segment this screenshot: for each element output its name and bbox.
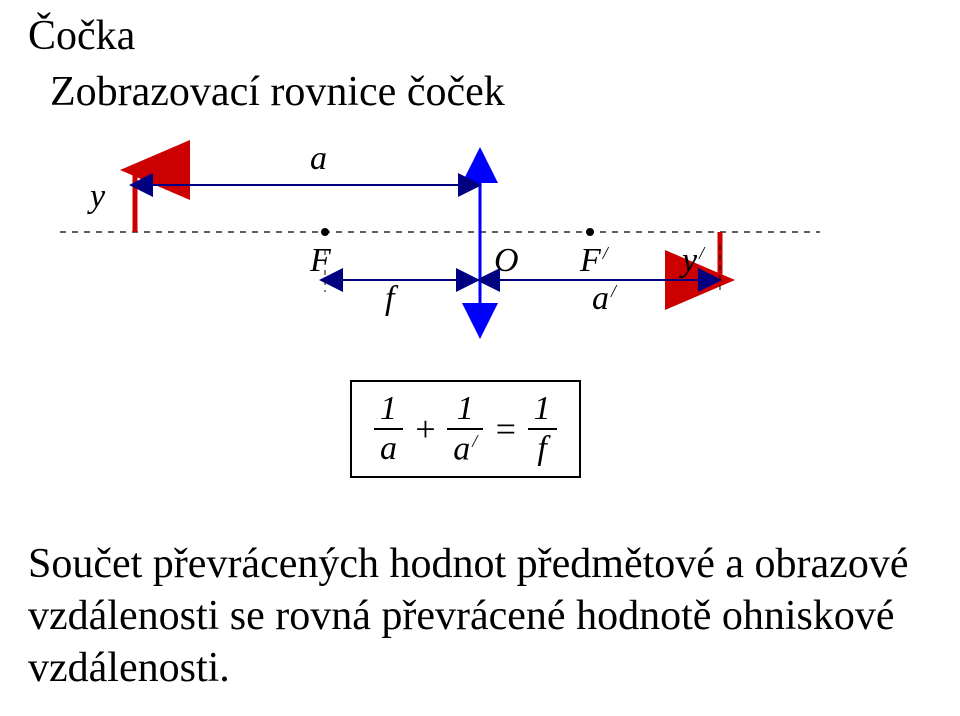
label-O: O (494, 242, 519, 280)
footer-line-1: Součet převrácených hodnot předmětové a … (28, 540, 908, 588)
label-F: F (310, 242, 331, 280)
label-a: a (310, 140, 327, 178)
plus-sign: + (413, 408, 437, 450)
label-ap: a/ (592, 280, 616, 318)
footer-line-3: vzdálenosti. (28, 644, 230, 692)
label-y: y (90, 178, 105, 216)
focal-point-left (321, 228, 329, 236)
equals-sign: = (493, 408, 517, 450)
label-Fp: F/ (580, 242, 608, 280)
lens-equation-box: 1 a + 1 a/ = 1 f (350, 380, 581, 478)
footer-line-2: vzdálenosti se rovná převrácené hodnotě … (28, 592, 895, 640)
fraction-1-over-a: 1 a (374, 390, 403, 468)
label-yp: y/ (682, 242, 704, 280)
label-f: f (385, 280, 394, 318)
optics-diagram (0, 0, 960, 360)
fraction-1-over-f: 1 f (528, 390, 557, 468)
focal-point-right (586, 228, 594, 236)
fraction-1-over-a-prime: 1 a/ (447, 390, 483, 468)
